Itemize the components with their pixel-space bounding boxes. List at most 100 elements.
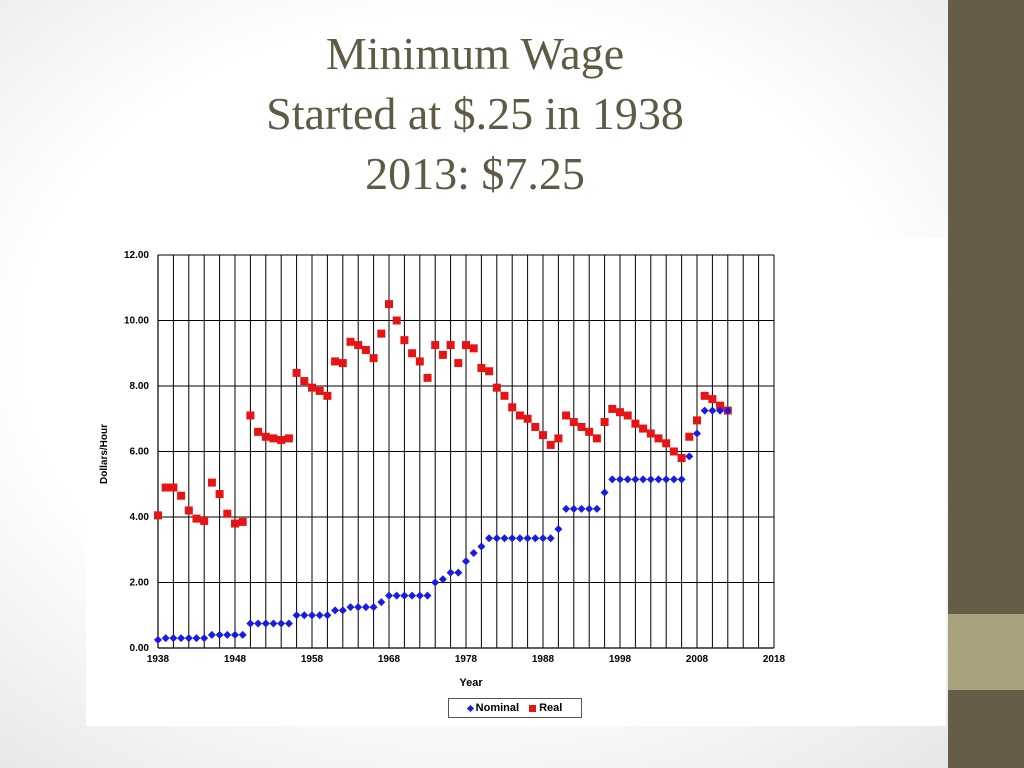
real-point	[608, 404, 617, 413]
nominal-point	[685, 452, 694, 461]
title-line-2: Started at $.25 in 1938	[266, 88, 684, 139]
real-point	[177, 491, 186, 500]
nominal-point	[662, 475, 671, 484]
nominal-point	[446, 568, 455, 577]
nominal-point	[431, 578, 440, 587]
nominal-point	[623, 475, 632, 484]
nominal-point	[608, 475, 617, 484]
real-point	[600, 418, 609, 427]
nominal-point	[646, 475, 655, 484]
legend-label-nominal: Nominal	[475, 702, 520, 714]
nominal-point	[300, 611, 309, 620]
nominal-point	[423, 591, 432, 600]
real-point	[469, 344, 478, 353]
nominal-point	[308, 611, 316, 620]
nominal-point	[346, 603, 355, 612]
y-tick-label: 0.00	[130, 643, 150, 654]
nominal-point	[400, 591, 409, 600]
real-point	[400, 336, 409, 345]
real-point	[200, 516, 209, 525]
real-point	[377, 329, 386, 338]
nominal-point	[223, 630, 232, 639]
nominal-point	[515, 534, 524, 543]
real-point	[192, 514, 201, 523]
nominal-point	[500, 534, 509, 543]
real-point	[169, 483, 178, 492]
real-point	[616, 408, 624, 417]
real-point	[361, 345, 370, 354]
real-point	[184, 506, 193, 515]
real-point	[515, 411, 524, 420]
nominal-point	[485, 534, 494, 543]
real-point	[631, 419, 640, 428]
real-point	[423, 373, 432, 382]
real-marker-icon	[529, 704, 537, 712]
real-point	[284, 434, 293, 443]
nominal-point	[269, 619, 278, 628]
nominal-point	[477, 542, 486, 551]
nominal-point	[669, 475, 678, 484]
axis-ticks: 0.00 2.00 4.00 6.00 8.00 10.00 12.00 1938 1948 19…	[124, 250, 786, 665]
x-tick-label: 1938	[147, 654, 170, 665]
nominal-point	[708, 406, 717, 415]
real-point	[531, 422, 540, 431]
nominal-point	[569, 504, 578, 513]
real-point	[700, 391, 709, 400]
real-point	[500, 391, 509, 400]
real-point	[685, 432, 694, 441]
real-point	[315, 386, 324, 395]
legend-item-nominal: Nominal	[466, 702, 520, 714]
nominal-point	[723, 406, 732, 415]
y-axis-label: Dollars/Hour	[99, 424, 110, 484]
nominal-point	[700, 406, 709, 415]
nominal-point	[631, 475, 640, 484]
real-point	[639, 424, 648, 433]
x-tick-label: 1998	[609, 654, 632, 665]
nominal-point	[454, 568, 463, 577]
nominal-point	[577, 504, 586, 513]
nominal-point	[585, 504, 594, 513]
nominal-point	[369, 603, 378, 612]
nominal-point	[385, 591, 393, 600]
real-point	[454, 359, 463, 368]
x-axis-label: Year	[459, 677, 483, 689]
real-point	[585, 427, 594, 436]
real-point	[215, 490, 224, 499]
real-point	[654, 434, 663, 443]
nominal-point	[238, 630, 247, 639]
nominal-point	[169, 634, 178, 643]
chart-panel: 0.00 2.00 4.00 6.00 8.00 10.00 12.00 1938 1948 19…	[86, 238, 946, 726]
legend-item-real: Real	[529, 702, 562, 714]
nominal-point	[284, 619, 293, 628]
real-point	[292, 368, 301, 377]
real-point	[569, 418, 578, 427]
chart-legend: Nominal Real	[448, 698, 582, 718]
real-point	[346, 337, 355, 346]
real-point	[716, 401, 725, 410]
real-point	[254, 427, 263, 436]
nominal-point	[292, 611, 301, 620]
real-point	[669, 447, 678, 456]
y-tick-label: 2.00	[130, 578, 150, 589]
nominal-point	[200, 634, 209, 643]
nominal-point	[331, 606, 340, 615]
real-point	[261, 432, 270, 441]
real-point	[385, 300, 393, 309]
real-point	[462, 341, 470, 350]
sidebar-accent-block	[948, 614, 1024, 690]
real-point	[592, 434, 601, 443]
nominal-point	[546, 534, 555, 543]
nominal-point	[246, 619, 255, 628]
real-point	[392, 316, 401, 325]
nominal-point	[654, 475, 663, 484]
y-tick-label: 8.00	[130, 381, 150, 392]
grid-lines	[157, 254, 775, 649]
nominal-marker-icon	[466, 704, 474, 712]
real-point	[161, 483, 170, 492]
x-tick-label: 1968	[378, 654, 401, 665]
nominal-point	[639, 475, 648, 484]
real-point	[438, 350, 447, 359]
nominal-point	[462, 557, 470, 566]
nominal-point	[192, 634, 201, 643]
nominal-point	[354, 603, 363, 612]
